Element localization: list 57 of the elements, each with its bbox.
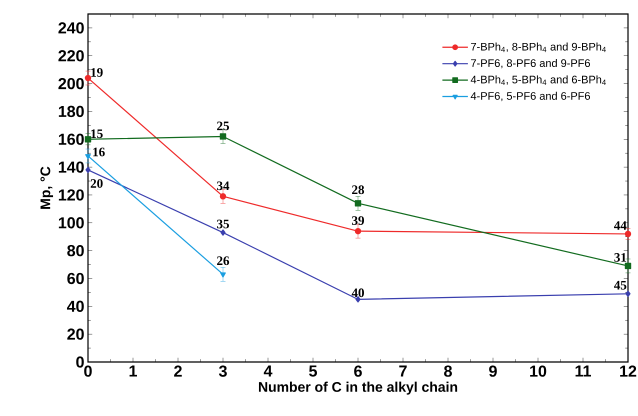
x-tick-label: 1 [130, 366, 137, 376]
point [354, 200, 362, 206]
annotation: 35 [217, 220, 229, 228]
x-tick-label: 10 [530, 366, 546, 377]
y-tick-label: 40 [66, 300, 84, 312]
x-tick-label: 3 [218, 366, 227, 377]
x-tick-label: 0 [84, 366, 92, 377]
x-tick-label: 8 [444, 366, 452, 377]
y-axis-title: Mp, °C [40, 166, 54, 209]
y-tick-label: 140 [58, 161, 84, 173]
y-tick-label: 220 [58, 50, 84, 62]
x-tick-label: 12 [620, 366, 636, 377]
x-tick-label: 7 [399, 366, 407, 376]
y-tick-label: 80 [67, 245, 84, 256]
point [220, 133, 226, 140]
point [85, 166, 91, 174]
point [624, 262, 632, 270]
legend-label: 4-BPh$_{4}$, 5-BPh$_{4}$ and 6-BPh$_{4}$ [470, 75, 606, 85]
annotation: 31 [614, 253, 626, 262]
legend-label: 4-PF6, 5-PF6 and 6-PF6 [470, 92, 590, 102]
x-axis-title: Number of C in the alkyl chain [258, 382, 458, 395]
annotation: 39 [352, 216, 364, 225]
point [84, 74, 92, 82]
y-tick-label: 0 [76, 356, 84, 368]
point [84, 136, 92, 142]
y-tick-label: 180 [58, 106, 84, 118]
y-tick-label: 200 [58, 78, 84, 90]
x-tick-label: 9 [489, 366, 497, 377]
y-tick-label: 100 [58, 217, 84, 228]
y-tick-label: 60 [67, 272, 84, 284]
annotation: 15 [91, 129, 103, 138]
y-tick-label: 120 [58, 189, 84, 201]
x-tick-label: 2 [174, 366, 182, 377]
point [624, 230, 632, 238]
legend-label: 7-PF6, 8-PF6 and 9-PF6 [471, 58, 590, 68]
point [354, 228, 362, 234]
annotation: 28 [352, 185, 364, 194]
x-tick-label: 4 [264, 366, 272, 376]
annotation: 40 [352, 288, 364, 298]
x-tick-label: 11 [576, 366, 591, 376]
annotation: 20 [90, 179, 103, 188]
annotation: 45 [614, 280, 626, 290]
annotation: 34 [217, 181, 230, 190]
annotation: 26 [217, 256, 230, 266]
legend-label: 7-BPh$_{4}$, 8-BPh$_{4}$ and 9-BPh$_{4}$ [471, 42, 606, 52]
point [220, 229, 226, 236]
annotation: 19 [91, 68, 103, 77]
y-tick-label: 160 [58, 134, 84, 145]
annotation: 25 [217, 122, 229, 130]
annotation: 44 [614, 221, 627, 230]
point [625, 290, 631, 297]
y-tick-label: 20 [67, 328, 84, 340]
y-tick-label: 240 [58, 22, 84, 34]
x-tick-label: 6 [354, 366, 362, 377]
annotation: 16 [93, 148, 105, 156]
point [220, 193, 226, 200]
x-tick-label: 5 [309, 366, 317, 377]
